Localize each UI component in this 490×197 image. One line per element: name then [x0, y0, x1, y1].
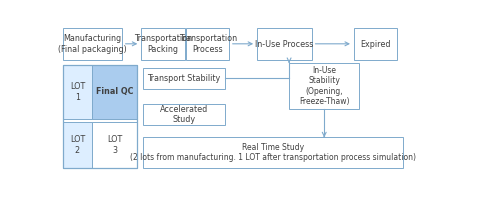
FancyBboxPatch shape	[63, 122, 92, 168]
FancyBboxPatch shape	[143, 104, 224, 125]
FancyBboxPatch shape	[257, 28, 312, 60]
Text: LOT
2: LOT 2	[70, 135, 85, 155]
FancyBboxPatch shape	[93, 122, 137, 168]
Text: Manufacturing
(Final packaging): Manufacturing (Final packaging)	[58, 34, 127, 54]
Text: LOT
3: LOT 3	[107, 135, 122, 155]
Text: Expired: Expired	[360, 40, 391, 49]
Text: Transport Stability: Transport Stability	[147, 74, 220, 83]
FancyBboxPatch shape	[63, 28, 122, 60]
FancyBboxPatch shape	[289, 63, 359, 109]
Text: Transportation
Process: Transportation Process	[178, 34, 237, 54]
FancyBboxPatch shape	[143, 68, 224, 89]
FancyBboxPatch shape	[186, 28, 229, 60]
FancyBboxPatch shape	[63, 65, 92, 119]
Text: In-Use Process: In-Use Process	[255, 40, 314, 49]
Text: Transportation
Packing: Transportation Packing	[134, 34, 192, 54]
Text: In-Use
Stability
(Opening,
Freeze-Thaw): In-Use Stability (Opening, Freeze-Thaw)	[299, 66, 349, 106]
Text: Real Time Study
(2 lots from manufacturing. 1 LOT after transportation process s: Real Time Study (2 lots from manufacturi…	[130, 143, 416, 162]
FancyBboxPatch shape	[143, 138, 403, 168]
FancyBboxPatch shape	[93, 65, 137, 119]
Text: LOT
1: LOT 1	[70, 82, 85, 102]
FancyBboxPatch shape	[354, 28, 397, 60]
FancyBboxPatch shape	[141, 28, 185, 60]
Text: Accelerated
Study: Accelerated Study	[160, 105, 208, 124]
Text: Final QC: Final QC	[96, 87, 134, 96]
